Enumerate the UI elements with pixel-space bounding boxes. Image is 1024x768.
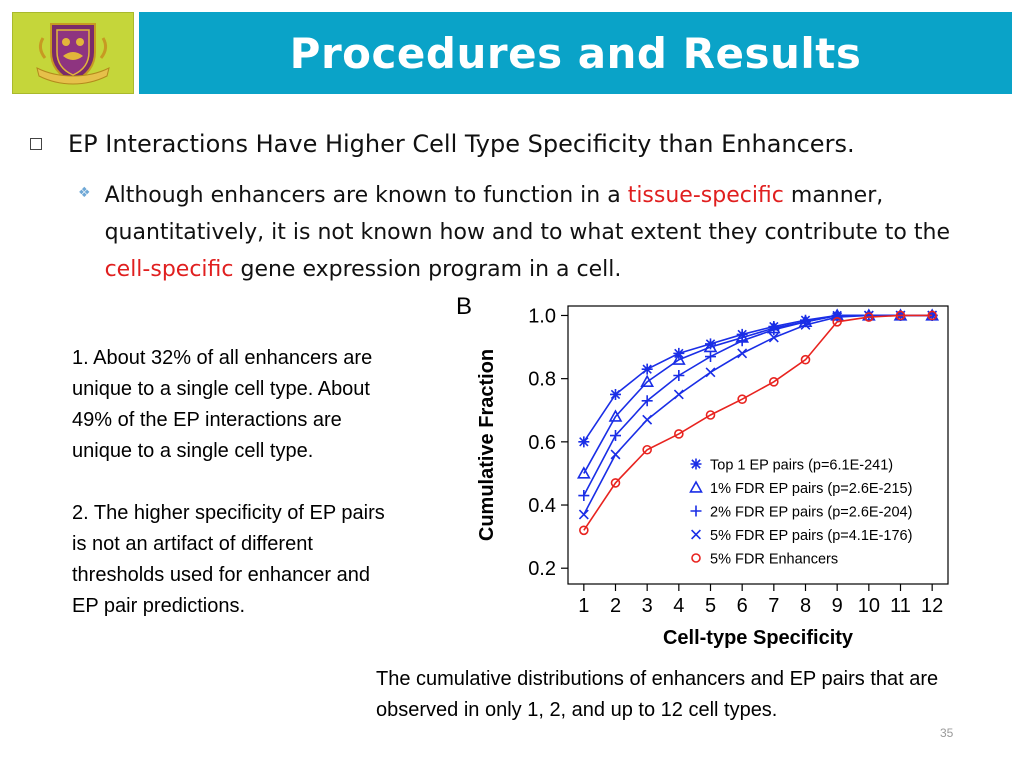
data-point-3	[578, 509, 589, 520]
legend-marker-1	[689, 480, 703, 493]
x-tick-label: 10	[858, 595, 880, 617]
data-point-1	[576, 466, 591, 479]
x-tick-label: 9	[832, 595, 843, 617]
chart-svg: B0.20.40.60.81.01 2 3 4 5 6 7 8 9 10 11 12Cell-type…	[456, 293, 949, 649]
legend-marker-2	[690, 505, 702, 517]
data-point-2	[673, 370, 685, 381]
series-line-3	[583, 314, 933, 515]
data-point-2	[610, 430, 621, 442]
data-point-4	[832, 316, 842, 327]
main-bullet-text: EP Interactions Have Higher Cell Type Sp…	[68, 130, 855, 158]
x-tick-label: 8	[800, 595, 811, 617]
data-point-4	[674, 429, 684, 439]
data-point-2	[578, 490, 590, 502]
x-tick-label: 11	[890, 595, 911, 617]
cumulative-fraction-chart: B 0.2 0.4 0.6 0.8 1.0 1 2 3 4 5 6 7 8 9 10 11 12 Cell-type…	[448, 286, 968, 664]
panel-label: B	[456, 293, 472, 320]
legend-marker-4	[691, 553, 701, 563]
data-point-4	[610, 478, 621, 488]
note-1: 1. About 32% of all enhancers are unique…	[72, 347, 373, 462]
legend-marker-0	[690, 458, 702, 470]
figure-caption: The cumulative distributions of enhancer…	[376, 668, 939, 721]
y-tick-label: 1.0	[528, 305, 556, 327]
highlight-cell-specific: cell-specific	[104, 257, 234, 282]
legend-label-1: 1% FDR EP pairs (p=2.6E-215)	[710, 481, 912, 497]
sub-bullet: ❖ Although enhancers are known to functi…	[78, 177, 998, 288]
data-point-4	[800, 354, 811, 365]
legend-marker-3	[691, 529, 701, 540]
data-point-3	[610, 449, 621, 460]
page-number: 35	[940, 726, 954, 740]
legend-label-3: 5% FDR EP pairs (p=4.1E-176)	[710, 528, 912, 544]
highlight-tissue-specific: tissue-specific	[627, 183, 784, 208]
data-point-1	[671, 352, 686, 365]
data-point-3	[705, 367, 716, 378]
data-point-4	[737, 394, 747, 404]
data-point-3	[673, 389, 684, 400]
series-line-4	[583, 314, 933, 531]
data-point-4	[579, 525, 589, 536]
y-axis-label: Cumulative Fraction	[476, 349, 498, 541]
data-point-2	[736, 335, 748, 347]
x-tick-label: 6	[737, 595, 748, 617]
legend-label-2: 2% FDR EP pairs (p=2.6E-204)	[710, 505, 912, 521]
data-point-3	[800, 319, 811, 330]
data-point-0	[610, 388, 621, 400]
square-bullet-icon	[30, 138, 42, 150]
sub-bullet-part2: manner, quantitatively, it is not known …	[104, 183, 950, 245]
x-axis-label: Cell-type Specificity	[663, 627, 854, 649]
university-crest-icon	[36, 23, 110, 85]
data-point-3	[642, 414, 653, 425]
data-point-4	[864, 312, 874, 322]
x-tick-label: 12	[921, 595, 943, 617]
findings-notes: 1. About 32% of all enhancers are unique…	[72, 343, 394, 622]
page-title: Procedures and Results	[289, 28, 862, 78]
data-point-1	[640, 374, 655, 388]
x-tick-label: 2	[610, 595, 621, 617]
y-tick-label: 0.8	[528, 369, 556, 391]
legend-label-0: Top 1 EP pairs (p=6.1E-241)	[710, 458, 893, 474]
x-tick-label: 4	[673, 595, 684, 617]
data-point-0	[705, 338, 716, 350]
y-tick-label: 0.6	[528, 432, 556, 454]
y-tick-label: 0.2	[528, 558, 556, 580]
x-tick-label: 7	[768, 595, 779, 617]
diamond-bullet-icon: ❖	[78, 185, 91, 201]
note-2: 2. The higher specificity of EP pairs is…	[72, 502, 385, 617]
data-point-0	[736, 328, 748, 340]
data-point-0	[578, 436, 590, 448]
data-point-4	[927, 310, 937, 321]
data-point-3	[863, 310, 874, 321]
data-point-2	[768, 324, 780, 336]
data-point-2	[705, 351, 716, 363]
sub-bullet-text: Although enhancers are known to function…	[105, 177, 998, 288]
y-tick-label: 0.4	[528, 495, 556, 517]
logo-panel	[12, 12, 134, 94]
data-point-2	[641, 395, 653, 407]
series-line-1	[583, 314, 933, 474]
main-bullet: EP Interactions Have Higher Cell Type Sp…	[30, 128, 1010, 160]
data-point-0	[641, 363, 653, 375]
plot-frame	[567, 305, 949, 585]
x-tick-label: 5	[705, 595, 716, 617]
data-point-3	[737, 348, 748, 359]
data-point-1	[608, 409, 623, 422]
legend-label-4: 5% FDR Enhancers	[710, 552, 838, 568]
data-point-4	[895, 310, 906, 321]
title-bar: Procedures and Results	[139, 12, 1012, 94]
data-point-4	[769, 377, 779, 387]
data-point-4	[705, 410, 716, 420]
sub-bullet-part3: gene expression program in a cell.	[233, 257, 622, 282]
data-point-4	[642, 444, 652, 455]
data-point-3	[768, 332, 779, 343]
x-tick-label: 1	[578, 595, 589, 617]
data-point-2	[831, 309, 843, 321]
x-tick-label: 3	[642, 595, 653, 617]
sub-bullet-part1: Although enhancers are known to function…	[104, 183, 628, 208]
